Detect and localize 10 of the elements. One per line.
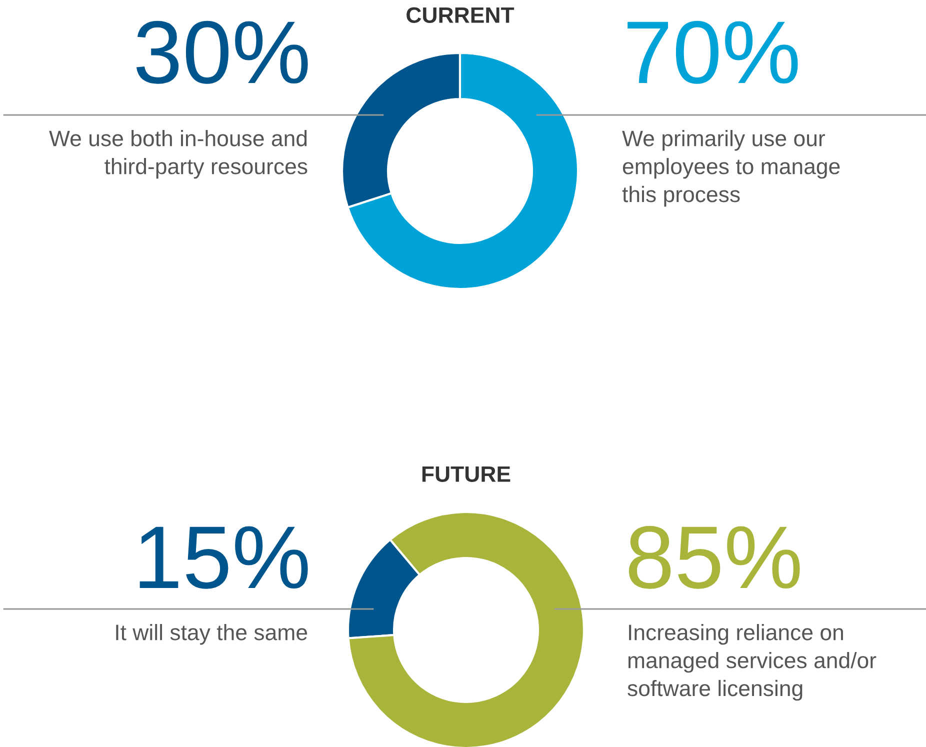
data-label: 70% [628, 20, 798, 84]
chart-title: CURRENT [406, 7, 514, 23]
chart-title: FUTURE [422, 466, 510, 482]
slice-label: It will stay the same [116, 624, 308, 645]
data-label: 30% [136, 20, 308, 84]
slice-label: We primarily use our employees to manage this process [622, 130, 840, 207]
data-label: 85% [628, 526, 800, 589]
slice-label: Increasing reliance on managed services and/or software licensing [628, 624, 876, 701]
slice-label: We use both in-house and third-party resources [49, 130, 308, 179]
data-label: 15% [140, 526, 308, 589]
